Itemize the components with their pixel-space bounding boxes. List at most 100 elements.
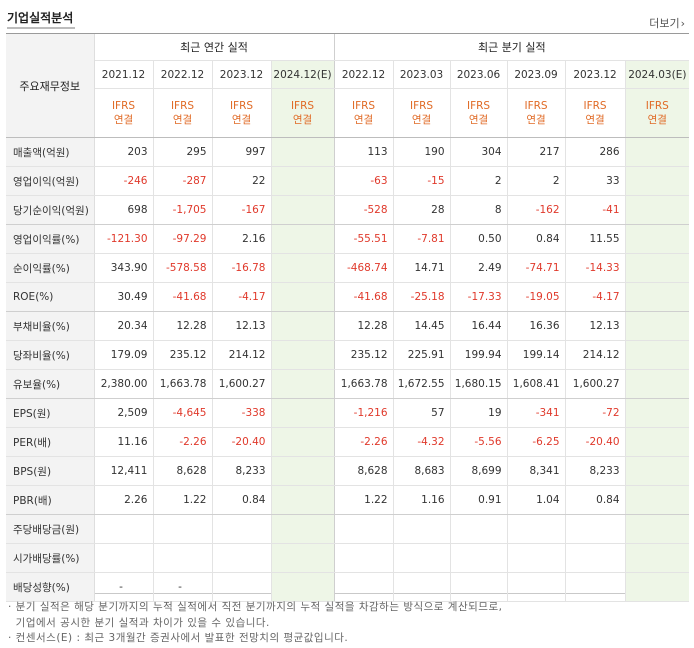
more-link-label[interactable]: 더보기 (649, 17, 680, 30)
value-cell (624, 572, 690, 602)
value-cell: 19 (449, 398, 508, 428)
period-header: 2023.03 (392, 60, 451, 89)
ifrs-basis-label: IFRS 연결 (449, 88, 508, 138)
period-header: 2023.12 (211, 60, 271, 89)
row-label: PBR(배) (6, 485, 95, 515)
value-cell: -167 (211, 195, 271, 225)
value-cell: 0.50 (449, 224, 508, 254)
value-cell: 14.71 (392, 253, 451, 283)
value-cell: -528 (333, 195, 394, 225)
period-header-row: 2021.12 2022.12 2023.12 2024.12(E) 2022.12 20… (6, 60, 690, 89)
value-cell (624, 427, 690, 457)
row-label: 시가배당률(%) (6, 543, 95, 573)
value-cell (270, 572, 335, 602)
value-cell: 1.22 (333, 485, 394, 515)
footnote-line: · 분기 실적은 해당 분기까지의 누적 실적에서 직전 분기까지의 누적 실적… (8, 601, 503, 613)
basis-header-row: IFRS 연결 IFRS 연결 IFRS 연결 IFRS 연결 IFRS 연결 IFRS 연결 IFRS… (6, 88, 690, 138)
value-cell: 8,233 (564, 456, 626, 486)
table-row: 당기순이익(억원) 698 -1,705 -167 -528 28 8 -162 -41 (6, 195, 690, 225)
ifrs-basis-label: IFRS 연결 (506, 88, 566, 138)
row-label: EPS(원) (6, 398, 95, 428)
ifrs-basis-label: IFRS 연결 (392, 88, 451, 138)
value-cell: -7.81 (392, 224, 451, 254)
value-cell (624, 137, 690, 167)
value-cell: 199.94 (449, 340, 508, 370)
basis-scope: 연결 (172, 114, 193, 126)
value-cell: -2.26 (333, 427, 394, 457)
basis-standard: IFRS (583, 100, 607, 112)
value-cell (624, 224, 690, 254)
annual-group-header: 최근 연간 실적 (94, 34, 335, 61)
value-cell: 30.49 (93, 282, 153, 312)
value-cell: 2,509 (93, 398, 153, 428)
value-cell: -16.78 (211, 253, 271, 283)
ifrs-basis-label: IFRS 연결 (333, 88, 394, 138)
basis-standard: IFRS (409, 100, 434, 112)
value-cell (270, 485, 335, 515)
value-cell: 214.12 (211, 340, 271, 370)
value-cell: -4.32 (392, 427, 451, 457)
value-cell (564, 514, 626, 544)
footnote-line: 기업에서 공시한 분기 실적과 차이가 있을 수 있습니다. (8, 616, 270, 629)
footnote-line: · 컨센서스(E) : 최근 3개월간 증권사에서 발표한 전망치의 평균값입니… (8, 632, 349, 644)
basis-scope: 연결 (292, 114, 313, 126)
value-cell: 11.16 (93, 427, 153, 457)
row-label: BPS(원) (6, 456, 95, 486)
section-title: 기업실적분석 (7, 11, 74, 25)
value-cell (270, 311, 335, 341)
value-cell (270, 195, 335, 225)
financial-table-frame: 주요재무정보 최근 연간 실적 최근 분기 실적 2021.12 2022.12 2… (6, 33, 690, 602)
basis-scope: 연결 (647, 114, 667, 126)
value-cell: 8,341 (506, 456, 566, 486)
quarter-group-header: 최근 분기 실적 (333, 34, 690, 61)
value-cell: 12.13 (211, 311, 271, 341)
value-cell: 12,411 (93, 456, 153, 486)
table-row: 영업이익률(%) -121.30 -97.29 2.16 -55.51 -7.81 0.50… (6, 224, 690, 254)
value-cell (449, 543, 508, 573)
more-link[interactable]: 더보기› (649, 15, 685, 31)
value-cell: 22 (211, 166, 271, 196)
value-cell (506, 543, 566, 573)
value-cell: -14.33 (564, 253, 626, 283)
value-cell: 235.12 (152, 340, 212, 370)
value-cell (270, 137, 335, 167)
value-cell (270, 398, 335, 428)
table-row: 부채비율(%) 20.34 12.28 12.13 12.28 14.45 16.44 16.… (6, 311, 690, 341)
basis-scope: 연결 (113, 114, 134, 126)
value-cell: -338 (211, 398, 271, 428)
value-cell (392, 572, 451, 602)
ifrs-basis-label: IFRS 연결 (93, 88, 153, 138)
basis-standard: IFRS (290, 100, 315, 112)
value-cell (624, 253, 690, 283)
value-cell: 11.55 (564, 224, 626, 254)
basis-standard: IFRS (524, 100, 548, 112)
value-cell: -19.05 (506, 282, 566, 312)
value-cell: 8,628 (333, 456, 394, 486)
value-cell: 1.22 (152, 485, 212, 515)
value-cell: 179.09 (93, 340, 153, 370)
value-cell (624, 485, 690, 515)
value-cell: 304 (449, 137, 508, 167)
title-underline (7, 27, 75, 29)
row-label: 순이익률(%) (6, 253, 95, 283)
basis-standard: IFRS (111, 100, 136, 112)
value-cell (392, 514, 451, 544)
value-cell: 225.91 (392, 340, 451, 370)
value-cell (624, 369, 690, 399)
footnotes: · 분기 실적은 해당 분기까지의 누적 실적에서 직전 분기까지의 누적 실적… (8, 600, 502, 647)
period-header: 2022.12 (152, 60, 212, 89)
value-cell: 2.49 (449, 253, 508, 283)
value-cell: -246 (93, 166, 153, 196)
value-cell: 2.16 (211, 224, 271, 254)
period-header: 2024.03(E) (624, 60, 690, 89)
row-label: PER(배) (6, 427, 95, 457)
value-cell (333, 514, 394, 544)
basis-scope: 연결 (585, 114, 605, 126)
value-cell (270, 253, 335, 283)
ifrs-basis-label: IFRS 연결 (152, 88, 212, 138)
value-cell (624, 340, 690, 370)
value-cell: 0.84 (211, 485, 271, 515)
value-cell: 16.44 (449, 311, 508, 341)
table-row: BPS(원) 12,411 8,628 8,233 8,628 8,683 8,699 8,3… (6, 456, 690, 486)
value-cell (506, 572, 566, 602)
